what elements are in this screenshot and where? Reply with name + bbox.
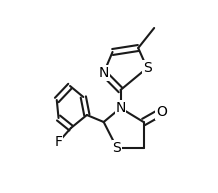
Text: N: N [115,101,126,115]
Text: S: S [112,141,121,155]
Text: O: O [156,105,167,119]
Text: F: F [54,135,63,149]
Text: S: S [143,61,152,75]
Text: N: N [99,66,109,80]
